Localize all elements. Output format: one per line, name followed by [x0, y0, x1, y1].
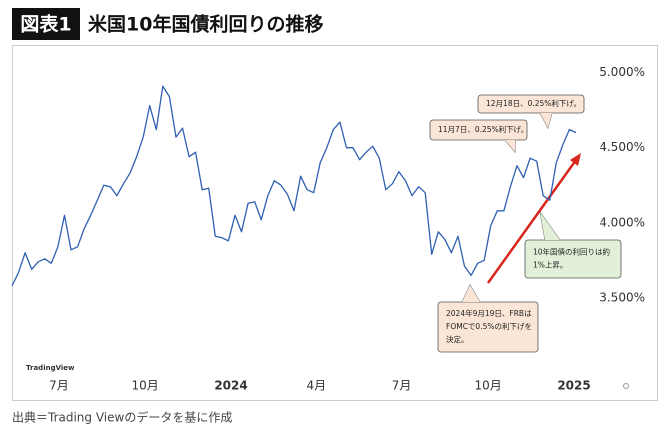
callout-text: 1%上昇。 — [533, 261, 567, 270]
x-tick-label: 10月 — [474, 379, 501, 393]
watermark: TradingView — [26, 364, 75, 372]
callout-box — [437, 301, 539, 353]
callout: 11月7日、0.25%利下げ。 — [429, 119, 528, 154]
settings-icon — [623, 383, 629, 389]
callout-box — [524, 239, 622, 279]
x-tick-label: 10月 — [131, 379, 158, 393]
source: 出典＝Trading Viewのデータを基に作成 — [12, 410, 232, 425]
callout-joint — [462, 285, 480, 302]
chart-frame — [12, 45, 658, 401]
callout-text: 10年国債の利回りは約 — [533, 247, 610, 257]
badge-bg — [12, 8, 80, 40]
line — [11, 85, 577, 287]
y-tick-label: 4.000% — [599, 215, 645, 229]
x-tick-label: 2025 — [557, 379, 590, 393]
badge: 図表1 — [20, 13, 71, 36]
callout-joint — [540, 212, 560, 240]
callout-text: 12月18日、0.25%利下げ。 — [486, 98, 581, 108]
y-tick-label: 4.500% — [599, 140, 645, 154]
callout-text: FOMCで0.5%の利下げを — [446, 321, 532, 331]
x-tick-label: 4月 — [306, 379, 326, 393]
trend-arrow — [486, 159, 578, 284]
callout: 10年国債の利回りは約 1%上昇。 — [524, 211, 622, 279]
callout-joint — [540, 113, 552, 128]
callout-text: 2024年9月19日、FRBは — [446, 308, 532, 318]
x-tick-label: 7月 — [392, 379, 412, 393]
callout-text: 決定。 — [446, 334, 469, 344]
title: 米国10年国債利回りの推移 — [88, 13, 323, 36]
arrow-head — [570, 153, 581, 166]
callout-joint — [505, 140, 515, 152]
callout: 12月18日、0.25%利下げ。 — [477, 94, 585, 130]
callout-box — [477, 94, 585, 114]
x-tick-label: 2024 — [214, 379, 247, 393]
y-tick-label: 3.500% — [599, 290, 645, 304]
x-tick-label: 7月 — [49, 379, 69, 393]
callout-text: 11月7日、0.25%利下げ。 — [438, 124, 528, 134]
y-tick-label: 5.000% — [599, 65, 645, 79]
callout-box — [429, 119, 528, 141]
